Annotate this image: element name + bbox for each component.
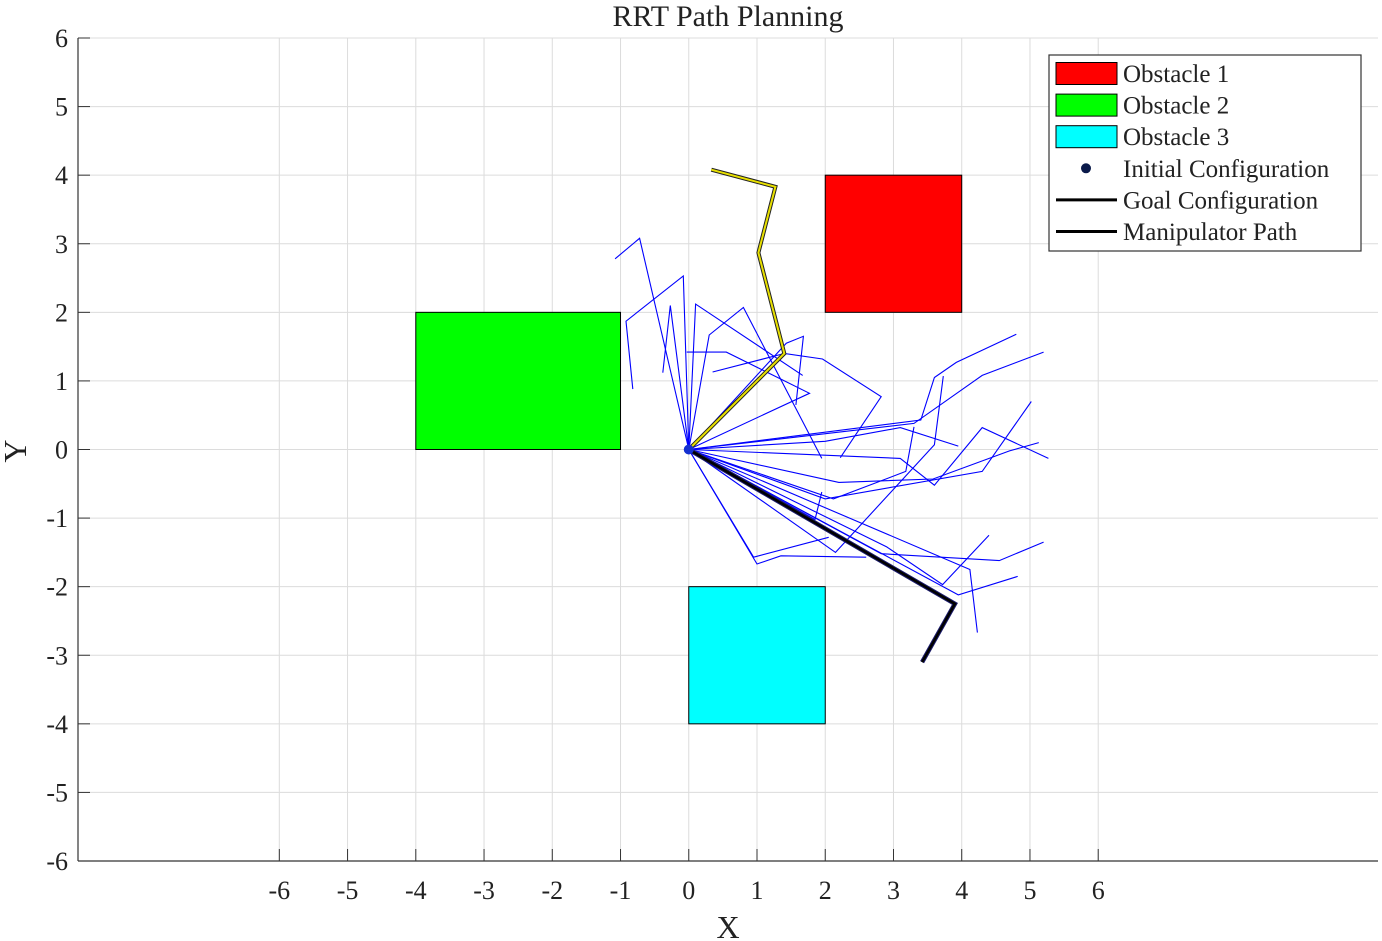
- tree-branch: [688, 303, 804, 450]
- tree-branch: [688, 442, 1039, 483]
- y-tick-label: -1: [46, 504, 68, 533]
- x-tick-label: 1: [751, 876, 764, 905]
- legend-label: Obstacle 3: [1123, 124, 1229, 151]
- x-tick-label: -1: [610, 876, 632, 905]
- legend-swatch: [1055, 62, 1118, 85]
- obstacle-2: [415, 311, 622, 451]
- chart-title: RRT Path Planning: [612, 0, 843, 33]
- y-axis-title: Y: [0, 439, 33, 462]
- x-tick-label: -6: [268, 876, 290, 905]
- y-tick-label: 1: [55, 367, 68, 396]
- legend-label: Initial Configuration: [1123, 156, 1330, 183]
- tree-branch: [688, 426, 1049, 486]
- y-tick-label: 5: [55, 93, 68, 122]
- legend: Obstacle 1 Obstacle 2 Obstacle 3 Initial Co…: [1048, 54, 1362, 252]
- tree-branch: [688, 376, 944, 554]
- tree-branch: [688, 333, 1017, 451]
- x-tick-label: 2: [819, 876, 832, 905]
- x-tick-label: 4: [955, 876, 968, 905]
- tree-branch: [614, 237, 690, 450]
- y-tick-label: 0: [55, 436, 68, 465]
- tree-branch: [662, 305, 690, 450]
- tree-branch: [688, 426, 915, 500]
- y-tick-label: 2: [55, 298, 68, 327]
- y-tick-label: 4: [55, 161, 68, 190]
- tree-branch: [688, 351, 1044, 451]
- x-tick-label: 3: [887, 876, 900, 905]
- tree-branch: [688, 306, 823, 459]
- y-tick-label: -4: [46, 710, 68, 739]
- legend-label: Obstacle 1: [1123, 61, 1229, 88]
- legend-swatch: [1055, 93, 1118, 117]
- obstacle-1: [824, 174, 963, 313]
- x-tick-label: -5: [337, 876, 359, 905]
- tree-branch: [688, 335, 805, 450]
- legend-marker: [1081, 163, 1091, 174]
- rrt-tree: [614, 237, 1049, 633]
- x-tick-label: 5: [1023, 876, 1036, 905]
- x-tick-label: 6: [1092, 876, 1105, 905]
- legend-box: [1048, 54, 1362, 252]
- tree-branch: [688, 449, 829, 558]
- legend-swatch: [1055, 125, 1118, 149]
- arm-paths: [683, 167, 958, 664]
- tree-branch: [688, 427, 959, 451]
- y-tick-label: 6: [55, 24, 68, 53]
- tree-branch: [688, 449, 1018, 596]
- obstacle-3: [688, 586, 826, 725]
- y-tick-label: -3: [46, 641, 68, 670]
- tree-branch: [688, 401, 1032, 500]
- tree-branch: [688, 449, 990, 586]
- x-tick-label: -3: [473, 876, 495, 905]
- legend-label: Goal Configuration: [1123, 187, 1319, 214]
- obstacles: [415, 174, 963, 725]
- axes: -6 -5 -4 -3 -2 -1 0 1 2 3 4 5 6 -6 -5 -4 -3 -2 -1 0 1 2 3 4 5 6: [46, 24, 1378, 905]
- tree-branch: [688, 352, 882, 459]
- tree-branch: [688, 449, 1044, 562]
- x-tick-label: -4: [405, 876, 427, 905]
- x-tick-label: 0: [682, 876, 695, 905]
- x-axis-title: X: [716, 909, 739, 941]
- manipulator-path: [688, 448, 957, 663]
- legend-label: Manipulator Path: [1123, 219, 1298, 246]
- x-tick-label: -2: [541, 876, 563, 905]
- initial-configuration-marker: [683, 444, 694, 455]
- y-tick-label: -2: [46, 573, 68, 602]
- tree-branch: [688, 448, 978, 633]
- y-tick-label: -6: [46, 847, 68, 876]
- y-tick-label: 3: [55, 230, 68, 259]
- y-tick-label: -5: [46, 778, 68, 807]
- legend-label: Obstacle 2: [1123, 93, 1229, 120]
- tree-branch: [625, 274, 690, 450]
- start-arm: [688, 168, 786, 451]
